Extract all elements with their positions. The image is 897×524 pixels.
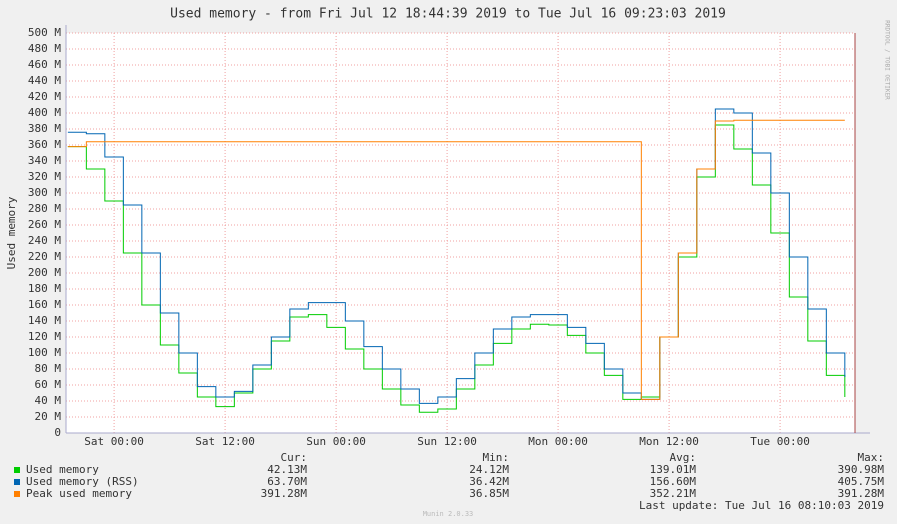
y-tick-label: 380 M — [28, 122, 61, 135]
y-tick-label: 140 M — [28, 314, 61, 327]
x-tick-label: Mon 00:00 — [528, 435, 588, 448]
legend-swatch — [14, 467, 20, 473]
x-tick-label: Sat 00:00 — [84, 435, 144, 448]
y-tick-label: 0 — [54, 426, 61, 439]
last-update: Last update: Tue Jul 16 08:10:03 2019 — [639, 499, 884, 512]
y-tick-label: 20 M — [35, 410, 62, 423]
y-tick-label: 320 M — [28, 170, 61, 183]
series-line — [67, 119, 845, 400]
chart-title: Used memory - from Fri Jul 12 18:44:39 2… — [170, 7, 726, 22]
y-tick-label: 60 M — [35, 378, 62, 391]
y-tick-label: 160 M — [28, 298, 61, 311]
y-tick-label: 260 M — [28, 218, 61, 231]
y-tick-label: 180 M — [28, 282, 61, 295]
legend-label: Used memory — [26, 463, 99, 476]
legend-stat: 139.01M — [650, 463, 697, 476]
legend-swatch — [14, 491, 20, 497]
x-tick-label: Sun 00:00 — [306, 435, 366, 448]
y-tick-label: 200 M — [28, 266, 61, 279]
legend-stat: 391.28M — [261, 487, 308, 500]
legend-stat: 24.12M — [469, 463, 509, 476]
legend-header: Avg: — [670, 451, 697, 464]
y-axis-label: Used memory — [5, 196, 18, 269]
y-tick-label: 220 M — [28, 250, 61, 263]
x-tick-label: Tue 00:00 — [750, 435, 810, 448]
y-tick-label: 80 M — [35, 362, 62, 375]
legend-label: Used memory (RSS) — [26, 475, 139, 488]
legend-stat: 390.98M — [838, 463, 885, 476]
y-tick-label: 280 M — [28, 202, 61, 215]
legend-stat: 156.60M — [650, 475, 697, 488]
legend-header: Max: — [858, 451, 885, 464]
legend-stat: 391.28M — [838, 487, 885, 500]
legend-header: Min: — [483, 451, 510, 464]
legend-stat: 405.75M — [838, 475, 885, 488]
legend-stat: 352.21M — [650, 487, 697, 500]
x-tick-label: Sat 12:00 — [195, 435, 255, 448]
legend-label: Peak used memory — [26, 487, 132, 500]
y-tick-label: 400 M — [28, 106, 61, 119]
y-tick-label: 440 M — [28, 74, 61, 87]
x-tick-label: Mon 12:00 — [639, 435, 699, 448]
footer: Munin 2.0.33 — [423, 510, 474, 518]
y-tick-label: 420 M — [28, 90, 61, 103]
y-tick-label: 240 M — [28, 234, 61, 247]
legend-swatch — [14, 479, 20, 485]
legend-stat: 36.42M — [469, 475, 509, 488]
y-tick-label: 500 M — [28, 26, 61, 39]
y-tick-label: 300 M — [28, 186, 61, 199]
legend-stat: 42.13M — [267, 463, 307, 476]
y-tick-label: 40 M — [35, 394, 62, 407]
y-tick-label: 120 M — [28, 330, 61, 343]
y-tick-label: 340 M — [28, 154, 61, 167]
legend-header: Cur: — [281, 451, 308, 464]
side-label: RRDTOOL / TOBI OETIKER — [884, 20, 891, 100]
y-tick-label: 460 M — [28, 58, 61, 71]
x-tick-label: Sun 12:00 — [417, 435, 477, 448]
legend-stat: 36.85M — [469, 487, 509, 500]
y-tick-label: 360 M — [28, 138, 61, 151]
y-tick-label: 480 M — [28, 42, 61, 55]
y-tick-label: 100 M — [28, 346, 61, 359]
legend-stat: 63.70M — [267, 475, 307, 488]
series-line — [67, 108, 846, 404]
